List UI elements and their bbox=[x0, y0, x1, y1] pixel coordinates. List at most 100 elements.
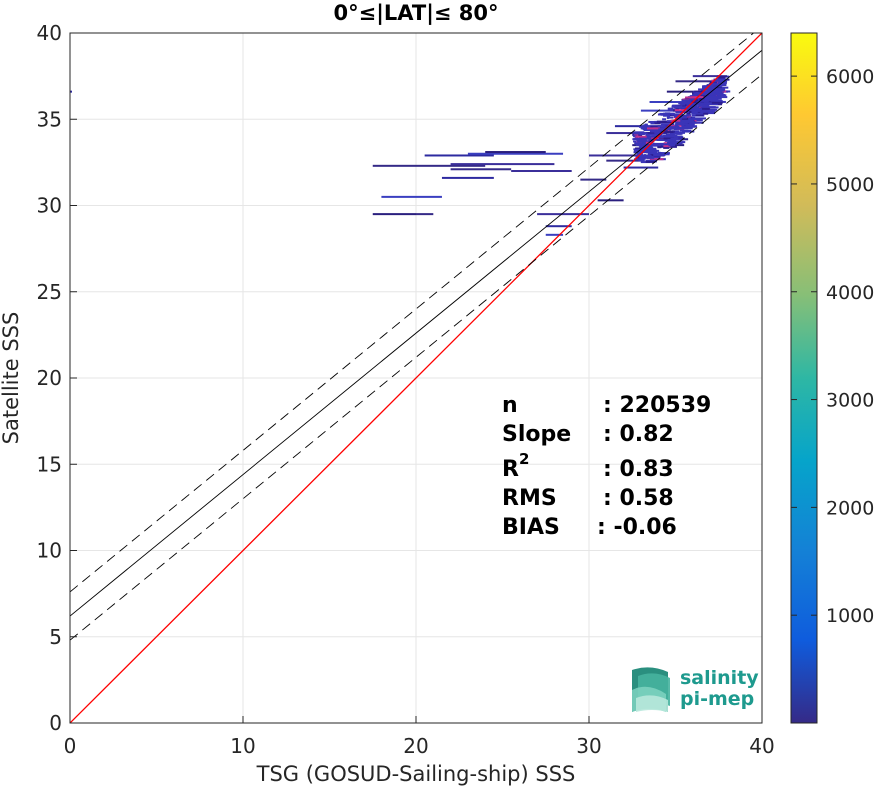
density-cell bbox=[647, 150, 655, 153]
density-cell bbox=[716, 93, 724, 96]
density-cell bbox=[668, 144, 676, 147]
density-cell bbox=[645, 149, 657, 152]
density-cell bbox=[633, 135, 637, 138]
colorbar-tick-label: 3000 bbox=[826, 390, 874, 412]
stat-slope-label: Slope bbox=[502, 422, 571, 447]
density-cell bbox=[698, 104, 709, 107]
density-cell bbox=[679, 119, 682, 122]
density-cell bbox=[663, 146, 670, 149]
density-cell bbox=[662, 118, 667, 121]
density-cell bbox=[666, 116, 674, 119]
density-cell bbox=[671, 130, 680, 133]
density-cell bbox=[654, 122, 661, 125]
density-cell bbox=[656, 135, 665, 138]
density-cell bbox=[691, 112, 704, 115]
x-tick-label: 40 bbox=[749, 734, 774, 758]
y-tick-label: 40 bbox=[37, 21, 62, 45]
density-cell bbox=[717, 75, 728, 78]
density-segment bbox=[372, 213, 416, 216]
regression-line bbox=[70, 49, 762, 617]
density-cell bbox=[647, 152, 657, 155]
density-cell bbox=[666, 145, 677, 148]
density-cell bbox=[702, 110, 716, 113]
density-cell bbox=[646, 147, 654, 150]
density-segment bbox=[450, 163, 555, 166]
one-to-one-line bbox=[70, 33, 762, 723]
density-cell bbox=[666, 120, 672, 123]
density-segment bbox=[70, 90, 72, 93]
density-segment bbox=[692, 75, 719, 78]
density-cell bbox=[683, 116, 693, 119]
density-segment bbox=[606, 159, 641, 162]
density-cell bbox=[676, 131, 685, 134]
stat-n-value: : 220539 bbox=[603, 393, 711, 418]
density-cell bbox=[709, 81, 718, 84]
density-cell bbox=[710, 86, 716, 89]
density-cell bbox=[694, 90, 709, 93]
density-cell bbox=[651, 133, 658, 136]
density-segment bbox=[381, 195, 442, 198]
density-cell bbox=[638, 159, 645, 162]
density-segment bbox=[441, 176, 494, 179]
density-cell bbox=[675, 126, 680, 129]
colorbar-tick-label: 4000 bbox=[826, 282, 874, 304]
density-cell bbox=[675, 123, 688, 126]
density-cell bbox=[637, 140, 644, 143]
density-cell bbox=[643, 154, 647, 157]
stats-box: n : 220539 Slope : 0.82 R 2 : 0.83 RMS :… bbox=[502, 393, 711, 540]
density-cell bbox=[657, 146, 662, 149]
density-cell bbox=[679, 129, 692, 132]
density-cell bbox=[636, 152, 643, 155]
density-cell bbox=[686, 112, 691, 115]
density-cell bbox=[633, 140, 637, 143]
stat-bias-label: BIAS bbox=[502, 515, 560, 540]
density-cell bbox=[716, 94, 727, 97]
density-segment bbox=[511, 170, 572, 172]
density-cell bbox=[645, 133, 656, 136]
density-cell bbox=[645, 160, 656, 163]
density-cell bbox=[712, 85, 721, 88]
density-cell bbox=[679, 104, 693, 107]
density-segment bbox=[545, 233, 564, 236]
density-cell bbox=[681, 118, 689, 121]
density-cell bbox=[668, 127, 679, 130]
density-cell bbox=[648, 128, 660, 131]
density-cell bbox=[695, 113, 704, 116]
density-cell bbox=[679, 106, 686, 109]
density-cell bbox=[655, 131, 664, 134]
density-cell bbox=[709, 92, 715, 95]
density-cell bbox=[653, 153, 666, 156]
density-cell bbox=[690, 109, 695, 112]
y-tick-label: 0 bbox=[49, 711, 62, 735]
density-cell bbox=[650, 122, 655, 125]
density-cell bbox=[717, 84, 727, 87]
density-segment bbox=[450, 168, 512, 171]
y-tick-label: 5 bbox=[49, 625, 62, 649]
density-cell bbox=[680, 114, 690, 117]
density-cell bbox=[639, 155, 652, 158]
density-cell bbox=[688, 116, 692, 119]
stat-rms-label: RMS bbox=[502, 486, 557, 511]
density-cell bbox=[645, 159, 657, 162]
density-cell bbox=[708, 83, 721, 86]
density-cell bbox=[642, 140, 655, 143]
density-cell bbox=[704, 95, 709, 98]
logo-text-pimep: pi-mep bbox=[680, 688, 754, 710]
density-cell bbox=[650, 126, 664, 129]
density-cell bbox=[718, 86, 729, 89]
colorbar bbox=[791, 33, 817, 723]
colorbar-tick-label: 1000 bbox=[826, 605, 874, 627]
density-cell bbox=[644, 123, 648, 126]
density-cell bbox=[704, 97, 718, 100]
density-cell bbox=[633, 132, 648, 135]
density-cell bbox=[684, 125, 698, 128]
density-cell bbox=[681, 119, 694, 122]
density-cell bbox=[677, 113, 682, 116]
density-cell bbox=[685, 96, 699, 99]
density-cell bbox=[635, 149, 646, 152]
density-segment bbox=[649, 101, 693, 103]
density-cell bbox=[638, 125, 650, 128]
density-cell bbox=[717, 76, 726, 79]
density-segment bbox=[623, 166, 659, 169]
density-cell bbox=[663, 112, 675, 115]
